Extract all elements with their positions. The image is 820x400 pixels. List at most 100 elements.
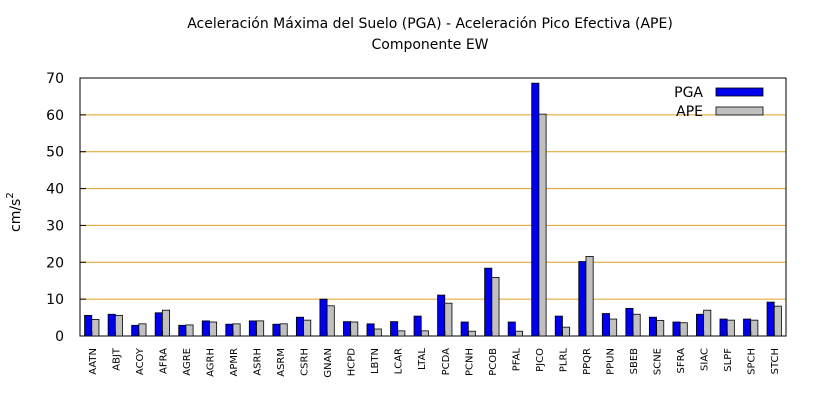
x-tick-label: PCDA xyxy=(441,348,452,376)
x-tick-label: SPCH xyxy=(747,348,758,375)
chart-title: Aceleración Máxima del Suelo (PGA) - Ace… xyxy=(187,16,673,32)
bar-ape-asrh xyxy=(256,320,265,337)
x-tick-label: PPUN xyxy=(606,348,617,375)
bar-ape-lcar xyxy=(397,330,406,337)
bar-pga-slpf xyxy=(719,318,728,337)
bar-pga-ppqr xyxy=(578,261,587,337)
x-tick-label: PPQR xyxy=(582,348,593,375)
bar-ape-ppun xyxy=(609,318,618,337)
x-tick-label: CSRH xyxy=(300,348,311,376)
bar-pga-abjt xyxy=(107,313,116,337)
x-tick-label: PJCO xyxy=(535,348,546,372)
x-tick-label: AGRE xyxy=(182,348,193,376)
bar-pga-pcob xyxy=(484,267,493,337)
bar-ape-siac xyxy=(703,309,712,337)
bar-pga-hcpd xyxy=(343,321,352,337)
bar-pga-apmr xyxy=(225,323,234,337)
x-tick-label: LTAL xyxy=(417,348,428,370)
x-tick-label: PCOB xyxy=(488,348,499,376)
bar-pga-asrm xyxy=(272,323,281,337)
x-tick-label: PFAL xyxy=(511,348,522,372)
bar-pga-sfra xyxy=(672,321,681,337)
y-tick-label: 50 xyxy=(46,145,64,161)
bar-pga-plrl xyxy=(554,315,563,337)
bar-pga-pfal xyxy=(507,321,516,337)
legend-label-ape: APE xyxy=(676,104,703,120)
bar-ape-stch xyxy=(773,305,782,337)
bar-ape-pfal xyxy=(514,330,523,337)
bar-ape-agre xyxy=(185,324,194,337)
bar-ape-lbtn xyxy=(373,328,382,337)
x-tick-label: APMR xyxy=(229,348,240,376)
x-tick-label: HCPD xyxy=(347,348,358,377)
y-tick-label: 10 xyxy=(46,292,64,308)
bar-ape-agrh xyxy=(209,321,218,337)
y-tick-label: 60 xyxy=(46,108,64,124)
bar-pga-siac xyxy=(696,313,705,337)
bar-pga-sbeb xyxy=(625,307,634,337)
x-tick-label: SFRA xyxy=(676,348,687,374)
bar-pga-csrh xyxy=(295,316,304,337)
x-tick-label: PCNH xyxy=(464,348,475,376)
x-tick-label: LBTN xyxy=(370,348,381,374)
plot-frame xyxy=(79,77,787,337)
x-tick-label: STCH xyxy=(770,348,781,374)
bar-pga-acoy xyxy=(131,324,140,337)
bar-ape-scne xyxy=(656,320,665,337)
y-tick-label: 30 xyxy=(46,218,64,234)
x-tick-label: ACOY xyxy=(135,347,146,375)
bar-pga-gnan xyxy=(319,298,328,337)
bar-pga-pcnh xyxy=(460,321,469,337)
bar-ape-pcnh xyxy=(467,330,476,337)
bar-ape-pjco xyxy=(538,113,547,337)
bar-ape-aatn xyxy=(91,319,100,337)
x-tick-label: AGRH xyxy=(205,348,216,377)
bar-ape-gnan xyxy=(326,305,335,337)
y-tick-label: 20 xyxy=(46,255,64,271)
bar-pga-pjco xyxy=(531,82,540,337)
x-tick-label: SLPF xyxy=(723,348,734,372)
chart-subtitle: Componente EW xyxy=(371,37,489,53)
bar-ape-pcob xyxy=(491,276,500,337)
bar-pga-lbtn xyxy=(366,323,375,337)
y-axis-label: cm/s2 xyxy=(5,192,24,232)
bar-pga-stch xyxy=(766,301,775,337)
bar-pga-aatn xyxy=(84,314,93,337)
x-tick-label: ABJT xyxy=(111,347,122,371)
bar-ape-ltal xyxy=(420,330,429,337)
x-tick-label: ASRM xyxy=(276,348,287,377)
legend-swatch-ape xyxy=(715,106,764,116)
y-tick-label: 70 xyxy=(46,71,64,87)
x-tick-label: SBEB xyxy=(629,348,640,375)
bar-pga-lcar xyxy=(390,321,399,337)
x-tick-label: AATN xyxy=(88,348,99,375)
x-tick-label: AFRA xyxy=(158,348,169,374)
bar-ape-acoy xyxy=(138,323,147,337)
bar-pga-ppun xyxy=(601,313,610,337)
y-tick-label: 40 xyxy=(46,182,64,198)
bar-ape-abjt xyxy=(114,314,123,337)
bar-pga-agre xyxy=(178,324,187,337)
bar-ape-plrl xyxy=(562,326,571,337)
bar-pga-pcda xyxy=(437,294,446,337)
bar-ape-hcpd xyxy=(350,321,359,337)
x-tick-label: ASRH xyxy=(253,348,264,376)
bar-pga-afra xyxy=(154,312,163,337)
bar-pga-asrh xyxy=(248,320,257,337)
bar-ape-slpf xyxy=(726,319,735,337)
x-tick-label: GNAN xyxy=(323,348,334,378)
bar-ape-ppqr xyxy=(585,255,594,337)
bar-ape-afra xyxy=(161,309,170,337)
x-tick-label: SCNE xyxy=(653,348,664,375)
bar-ape-sbeb xyxy=(632,313,641,337)
bar-ape-csrh xyxy=(303,319,312,337)
x-tick-label: LCAR xyxy=(394,348,405,374)
x-tick-label: PLRL xyxy=(558,348,569,373)
bar-ape-sfra xyxy=(679,322,688,337)
bar-pga-agrh xyxy=(201,320,210,337)
bar-ape-apmr xyxy=(232,323,241,337)
bar-pga-scne xyxy=(648,316,657,337)
legend-swatch-pga xyxy=(715,87,764,97)
bar-ape-spch xyxy=(750,319,759,337)
